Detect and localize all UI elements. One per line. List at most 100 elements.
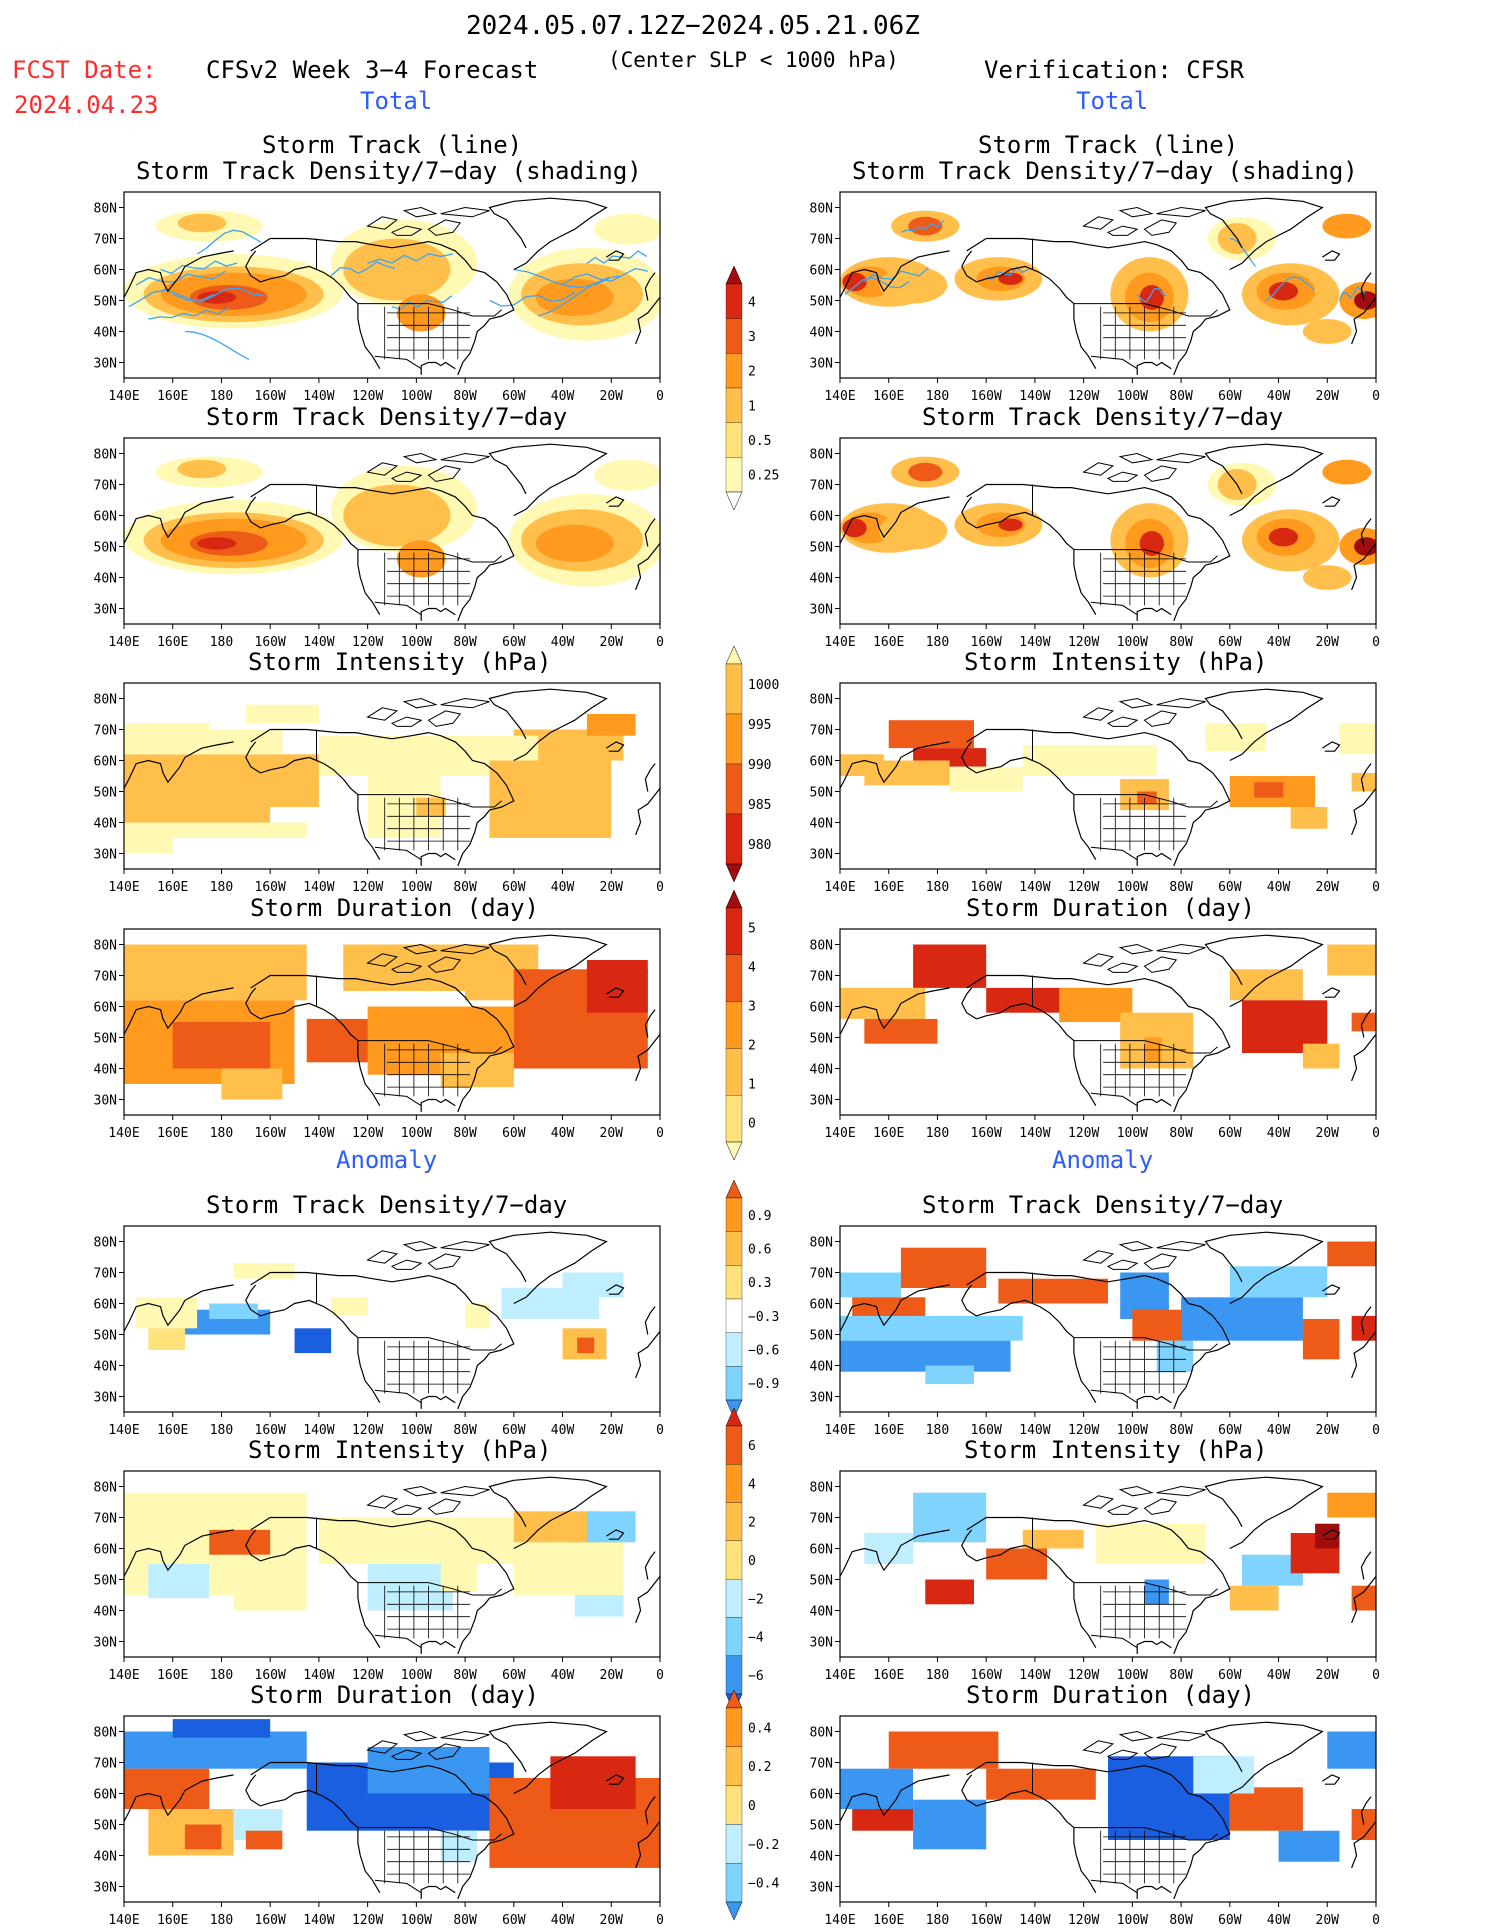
lat-tick-label: 30N	[94, 357, 117, 372]
map-svg-adur-f: 140E 160E 180 160W 140W 120W 100W 80W 60W 40W 20W 0…	[94, 1715, 664, 1928]
coastline	[840, 496, 950, 544]
lat-tick-label: 70N	[810, 970, 833, 985]
colorbar-top-arrow	[725, 1407, 743, 1427]
grid-cell	[1229, 1787, 1303, 1831]
coastline	[1136, 361, 1172, 375]
coastline	[250, 237, 515, 376]
density-blob	[998, 272, 1023, 285]
lat-tick-label: 80N	[810, 202, 833, 217]
map-svg-adens-o: 140E 160E 180 160W 140W 120W 100W 80W 60W 40W 20W 0…	[810, 1225, 1380, 1438]
lat-tick-label: 70N	[810, 1512, 833, 1527]
lon-tick-label: 140W	[303, 1668, 334, 1683]
lon-tick-label: 40W	[1267, 389, 1291, 404]
colorbar-intensity-anom: 6 4 2 0 −2 −4 −6	[718, 1407, 808, 1716]
coastline	[966, 1516, 1231, 1655]
lon-tick-label: 0	[1372, 1423, 1380, 1438]
lon-tick-label: 160W	[255, 635, 286, 650]
lat-tick-label: 80N	[810, 1481, 833, 1496]
coastline	[245, 1284, 359, 1339]
island-outline	[440, 206, 490, 218]
right-anom-density-title: Storm Track Density/7−day	[922, 1191, 1284, 1219]
coastline	[840, 1284, 950, 1332]
section-anomaly-right: Anomaly	[1052, 1146, 1154, 1174]
lat-tick-label: 30N	[810, 1881, 833, 1896]
colorbar-label: −0.4	[748, 1877, 779, 1892]
colorbar-label: −6	[748, 1669, 764, 1684]
coastline	[961, 741, 1075, 796]
colorbar-label: 4	[748, 1477, 756, 1492]
lon-tick-label: 80W	[1169, 1126, 1193, 1141]
map-svg-dens-f: 140E 160E 180 160W 140W 120W 100W 80W 60W 40W 20W 0…	[94, 437, 664, 650]
colorbar-top-arrow	[725, 889, 743, 909]
coastline	[1360, 1306, 1372, 1335]
grid-cell	[840, 987, 926, 1019]
colorbar-segment	[725, 1464, 743, 1503]
lon-tick-label: 140W	[1019, 1668, 1050, 1683]
colorbar-segment	[725, 1502, 743, 1542]
lon-tick-label: 80W	[1169, 1668, 1193, 1683]
storm-track-line	[1136, 287, 1168, 303]
lon-tick-label: 120W	[1068, 1423, 1099, 1438]
coastline	[1204, 1721, 1324, 1795]
lon-tick-label: 120W	[352, 880, 383, 895]
lon-tick-label: 160W	[971, 1668, 1002, 1683]
coastline	[1136, 1098, 1172, 1112]
island-outline	[1106, 962, 1139, 973]
colorbar-label: −2	[748, 1592, 764, 1607]
lon-tick-label: 120W	[1068, 1668, 1099, 1683]
grid-cell	[1302, 1043, 1340, 1069]
island-outline	[1106, 1259, 1139, 1270]
storm-track-line	[1338, 285, 1366, 301]
country-border	[1090, 846, 1138, 861]
map-frame	[839, 928, 1377, 1116]
lon-tick-label: 140W	[1019, 389, 1050, 404]
lon-tick-label: 80W	[453, 1913, 477, 1928]
lat-tick-label: 40N	[810, 1063, 833, 1078]
country-border	[1090, 1092, 1138, 1107]
lon-tick-label: 100W	[1117, 1668, 1148, 1683]
lon-tick-label: 120W	[352, 635, 383, 650]
lat-tick-label: 50N	[94, 295, 117, 310]
coastline	[606, 1774, 625, 1785]
coastline	[1073, 549, 1097, 616]
lat-tick-label: 30N	[810, 603, 833, 618]
grid-cell	[148, 1564, 210, 1599]
lon-tick-label: 80W	[1169, 635, 1193, 650]
lon-tick-label: 180	[926, 389, 949, 404]
density-blob	[1268, 281, 1299, 301]
lat-tick-label: 80N	[94, 693, 117, 708]
island-outline	[1106, 1504, 1139, 1515]
lon-tick-label: 180	[926, 880, 949, 895]
map-left-anom-intensity: 140E 160E 180 160W 140W 120W 100W 80W 60W 40W 20W 0…	[88, 1469, 668, 1684]
lat-tick-label: 30N	[94, 1094, 117, 1109]
lon-tick-label: 140E	[824, 1913, 855, 1928]
coastline	[1073, 303, 1097, 370]
storm-track-line	[586, 250, 647, 264]
density-blob	[1354, 537, 1376, 556]
grid-cell	[586, 1511, 636, 1543]
colorbar-label: −0.2	[748, 1838, 779, 1853]
density-blob	[1302, 319, 1352, 344]
lon-tick-label: 180	[926, 1423, 949, 1438]
right-anom-duration-title: Storm Duration (day)	[966, 1681, 1255, 1709]
coastline	[1351, 1821, 1376, 1869]
left-anom-duration-title: Storm Duration (day)	[250, 1681, 539, 1709]
grid-cell	[1181, 1297, 1303, 1341]
coastline	[250, 483, 515, 622]
lon-tick-label: 60W	[502, 1668, 526, 1683]
right-track-title-line: Storm Track (line)	[978, 131, 1239, 159]
lat-tick-label: 60N	[810, 1298, 833, 1313]
lon-tick-label: 100W	[401, 1423, 432, 1438]
coastline	[250, 1761, 515, 1900]
island-outline	[366, 462, 399, 476]
lon-tick-label: 140E	[108, 1913, 139, 1928]
lat-tick-label: 70N	[810, 1267, 833, 1282]
grid-cell	[550, 1756, 636, 1809]
coastline	[1322, 1284, 1341, 1295]
lon-tick-label: 0	[1372, 635, 1380, 650]
coastline	[635, 788, 660, 836]
lon-tick-label: 80W	[1169, 1423, 1193, 1438]
grid-cell	[233, 1573, 307, 1611]
coastline	[966, 237, 1231, 376]
grid-cell	[913, 944, 987, 988]
